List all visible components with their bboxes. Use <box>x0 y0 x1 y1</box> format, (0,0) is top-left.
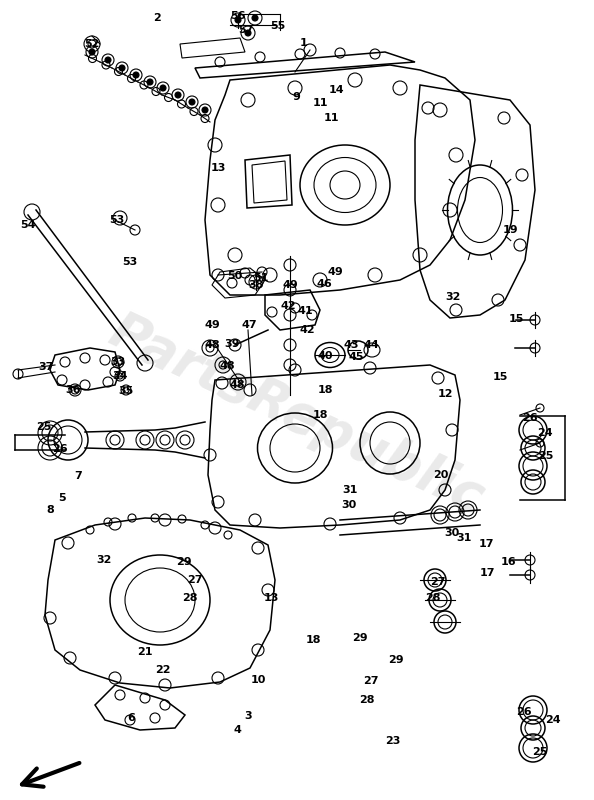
Text: 53: 53 <box>122 257 138 267</box>
Text: 35: 35 <box>118 386 134 396</box>
Text: 33: 33 <box>110 357 125 367</box>
Text: 25: 25 <box>532 747 548 757</box>
Text: 40: 40 <box>317 351 333 361</box>
Text: 51: 51 <box>253 273 268 283</box>
Text: 45: 45 <box>348 352 364 362</box>
Text: 39: 39 <box>225 339 240 349</box>
Text: 46: 46 <box>316 279 332 289</box>
Text: 28: 28 <box>425 593 441 603</box>
Text: 54: 54 <box>20 220 36 230</box>
Text: 11: 11 <box>312 98 328 108</box>
Text: 25: 25 <box>538 451 554 461</box>
Text: 28: 28 <box>359 695 375 705</box>
Text: 24: 24 <box>545 715 561 725</box>
Text: 2: 2 <box>153 13 161 23</box>
Text: 18: 18 <box>317 385 333 395</box>
Circle shape <box>235 17 241 23</box>
Text: 31: 31 <box>456 533 472 543</box>
Text: 17: 17 <box>479 568 495 578</box>
Text: PartsRepublic: PartsRepublic <box>101 306 493 526</box>
Circle shape <box>119 65 125 71</box>
Text: 4: 4 <box>233 725 241 735</box>
Text: 21: 21 <box>137 647 153 657</box>
Circle shape <box>175 92 181 98</box>
Text: 49: 49 <box>282 280 298 290</box>
Text: 22: 22 <box>155 665 170 675</box>
Circle shape <box>133 72 139 78</box>
Text: 28: 28 <box>182 593 198 603</box>
Circle shape <box>147 79 153 85</box>
Text: 38: 38 <box>248 280 264 290</box>
Text: 48: 48 <box>219 361 235 371</box>
Text: 10: 10 <box>250 675 266 685</box>
Text: 13: 13 <box>210 163 226 173</box>
Text: 26: 26 <box>522 413 538 423</box>
Text: 53: 53 <box>109 215 125 225</box>
Text: 47: 47 <box>241 320 257 330</box>
Text: 18: 18 <box>305 635 321 645</box>
Text: 37: 37 <box>38 362 53 372</box>
Text: 23: 23 <box>386 736 401 746</box>
Text: 19: 19 <box>502 225 518 235</box>
Text: 48: 48 <box>204 340 220 350</box>
Text: 31: 31 <box>342 485 358 495</box>
Text: 49: 49 <box>204 320 220 330</box>
Text: 5: 5 <box>58 493 66 503</box>
Text: 15: 15 <box>492 372 508 382</box>
Text: 41: 41 <box>297 306 313 316</box>
Text: 27: 27 <box>187 575 203 585</box>
Text: 27: 27 <box>364 676 379 686</box>
Text: 13: 13 <box>263 593 279 603</box>
Circle shape <box>245 30 251 36</box>
Text: 52: 52 <box>84 39 100 49</box>
Text: 56: 56 <box>230 11 246 21</box>
Text: 30: 30 <box>342 500 356 510</box>
Text: 12: 12 <box>437 389 453 399</box>
Text: 30: 30 <box>444 528 460 538</box>
Text: 55: 55 <box>270 21 286 31</box>
Circle shape <box>202 107 208 113</box>
Text: 16: 16 <box>501 557 517 567</box>
Text: 34: 34 <box>112 371 128 381</box>
Text: 36: 36 <box>65 385 81 395</box>
Text: 26: 26 <box>516 707 532 717</box>
Text: 32: 32 <box>446 292 461 302</box>
Text: 26: 26 <box>52 444 68 454</box>
Text: 29: 29 <box>176 557 192 567</box>
Text: 57: 57 <box>238 25 254 35</box>
Text: 24: 24 <box>537 428 553 438</box>
Circle shape <box>89 49 95 55</box>
Text: 29: 29 <box>352 633 368 643</box>
Circle shape <box>105 57 111 63</box>
Text: 15: 15 <box>508 314 524 324</box>
Text: 9: 9 <box>292 92 300 102</box>
Text: 1: 1 <box>300 38 308 48</box>
Text: 7: 7 <box>74 471 82 481</box>
Text: 32: 32 <box>96 555 112 565</box>
Text: 18: 18 <box>312 410 328 420</box>
Text: 3: 3 <box>244 711 252 721</box>
Text: 49: 49 <box>327 267 343 277</box>
Text: 20: 20 <box>433 470 448 480</box>
Text: 25: 25 <box>36 422 52 432</box>
Text: 43: 43 <box>343 340 359 350</box>
Text: 50: 50 <box>228 271 242 281</box>
Text: 27: 27 <box>430 577 446 587</box>
Text: 42: 42 <box>299 325 315 335</box>
Text: 8: 8 <box>46 505 54 515</box>
Text: 14: 14 <box>328 85 344 95</box>
Text: 44: 44 <box>363 340 379 350</box>
Circle shape <box>160 85 166 91</box>
Text: 11: 11 <box>323 113 339 123</box>
Text: 42: 42 <box>280 301 296 311</box>
Text: 48: 48 <box>229 380 245 390</box>
Circle shape <box>189 99 195 105</box>
Circle shape <box>252 15 258 21</box>
Text: 6: 6 <box>127 713 135 723</box>
Text: 29: 29 <box>388 655 404 665</box>
Text: 17: 17 <box>478 539 494 549</box>
